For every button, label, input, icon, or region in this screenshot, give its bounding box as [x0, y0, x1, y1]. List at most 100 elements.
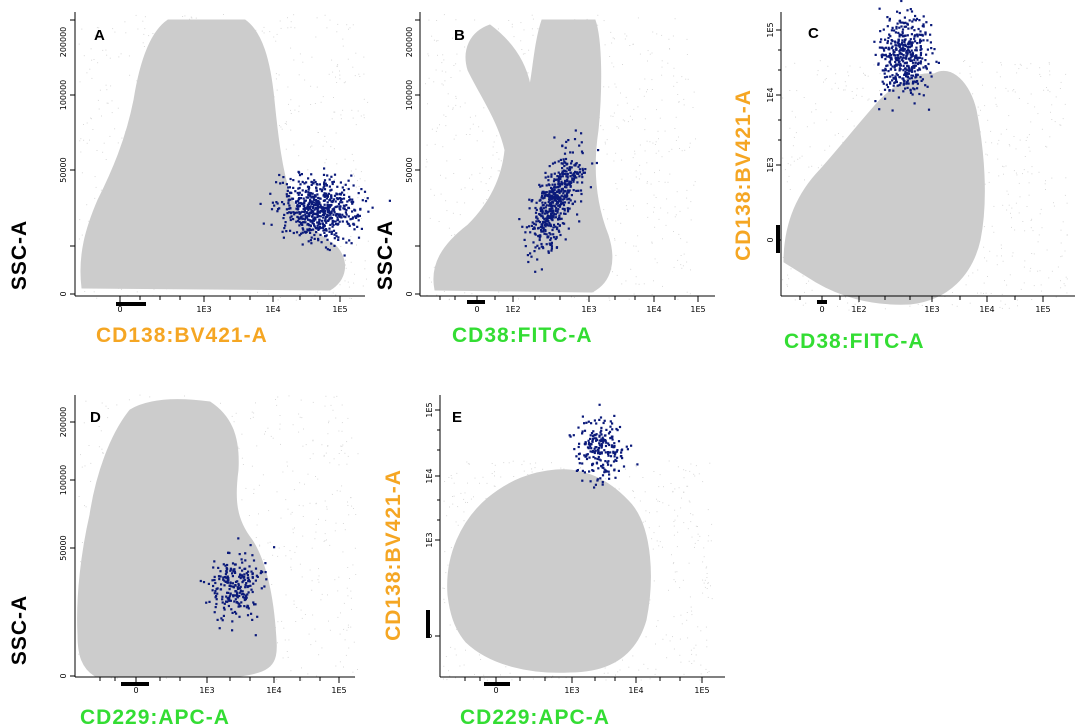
gated-event-dot — [356, 225, 359, 228]
gray-event-dot — [102, 49, 104, 51]
gray-event-dot — [703, 556, 705, 558]
gated-event-dot — [336, 216, 339, 219]
gray-event-dot — [804, 179, 805, 181]
gated-event-dot — [213, 560, 216, 563]
gray-event-dot — [556, 101, 558, 103]
gray-event-dot — [608, 572, 610, 574]
gray-event-dot — [615, 152, 617, 154]
gray-event-dot — [1060, 256, 1062, 258]
gray-event-dot — [1029, 270, 1031, 272]
gray-event-dot — [511, 96, 513, 98]
gray-event-dot — [641, 623, 642, 625]
gray-event-dot — [679, 148, 680, 149]
gray-event-dot — [477, 582, 479, 584]
gated-event-dot — [563, 222, 566, 225]
gray-event-dot — [635, 170, 637, 172]
gated-event-dot — [273, 546, 276, 549]
gray-event-dot — [185, 556, 186, 558]
gray-event-dot — [585, 36, 587, 38]
y-tick-label-200000-a: 200000 — [59, 27, 68, 58]
gated-event-dot — [569, 185, 572, 188]
gray-event-dot — [350, 236, 352, 237]
gray-event-dot — [293, 193, 295, 195]
gray-event-dot — [991, 142, 993, 144]
gray-event-dot — [588, 110, 590, 112]
gray-event-dot — [105, 592, 107, 594]
gray-event-dot — [144, 599, 146, 601]
gray-event-dot — [581, 145, 583, 147]
gray-event-dot — [993, 205, 995, 207]
gray-event-dot — [339, 78, 341, 80]
gated-event-dot — [898, 35, 901, 38]
gray-event-dot — [321, 647, 323, 649]
gray-event-dot — [481, 92, 483, 94]
gray-event-dot — [568, 160, 570, 162]
gray-event-dot — [430, 188, 432, 190]
gray-event-dot — [930, 179, 932, 180]
gray-event-dot — [219, 540, 221, 542]
gray-event-dot — [782, 97, 784, 99]
gray-event-dot — [838, 133, 839, 134]
gray-event-dot — [859, 66, 861, 68]
gray-event-dot — [941, 90, 943, 91]
gated-event-dot — [893, 40, 897, 43]
gray-event-dot — [325, 254, 327, 256]
gated-event-dot — [335, 232, 338, 235]
gated-event-dot — [323, 219, 326, 222]
gray-event-dot — [898, 112, 899, 113]
gated-event-dot — [887, 46, 890, 49]
gray-event-dot — [668, 589, 669, 591]
gated-event-dot — [313, 204, 316, 207]
gray-event-dot — [135, 190, 137, 192]
gated-event-dot — [560, 189, 563, 193]
gray-event-dot — [946, 204, 948, 206]
gray-event-dot — [879, 177, 880, 179]
gated-event-dot — [566, 207, 569, 210]
gated-event-dot — [911, 51, 914, 54]
gray-event-dot — [160, 240, 162, 242]
gated-event-dot — [566, 176, 569, 179]
gray-event-dot — [180, 89, 182, 91]
gray-event-dot — [221, 648, 223, 650]
gated-event-dot — [911, 74, 915, 77]
gated-event-dot — [882, 28, 885, 31]
gray-event-dot — [801, 155, 803, 157]
gray-event-dot — [195, 195, 197, 197]
gray-event-dot — [472, 188, 474, 190]
gray-event-dot — [90, 480, 92, 482]
gated-event-dot — [347, 206, 350, 210]
gray-event-dot — [142, 42, 144, 44]
gray-event-dot — [834, 282, 836, 283]
gray-event-dot — [823, 164, 825, 166]
gray-event-dot — [350, 497, 352, 499]
gated-event-dot — [289, 177, 292, 181]
gated-event-dot — [546, 219, 549, 222]
gray-event-dot — [224, 624, 226, 626]
gated-event-dot — [580, 150, 584, 153]
gated-event-dot — [885, 83, 888, 86]
gray-event-dot — [569, 179, 571, 181]
gated-event-dot — [560, 188, 563, 191]
gray-event-dot — [626, 208, 628, 210]
gray-event-dot — [633, 245, 635, 247]
gated-event-dot — [335, 192, 338, 195]
gray-event-dot — [887, 163, 889, 165]
gray-event-dot — [154, 611, 156, 613]
gated-event-dot — [222, 614, 225, 617]
gray-event-dot — [586, 244, 588, 245]
gray-event-dot — [625, 205, 627, 207]
gated-event-dot — [306, 196, 309, 199]
gated-event-dot — [552, 189, 555, 192]
gray-event-dot — [208, 215, 210, 217]
gated-event-dot — [571, 178, 574, 181]
gray-event-dot — [1046, 87, 1047, 88]
gray-event-dot — [225, 435, 227, 437]
gated-event-dot — [560, 194, 563, 197]
gray-event-dot — [862, 289, 864, 290]
gray-event-dot — [996, 71, 998, 73]
gray-event-dot — [89, 68, 91, 70]
gray-event-dot — [455, 63, 457, 65]
gray-event-dot — [680, 507, 682, 509]
gray-event-dot — [138, 511, 140, 512]
gated-event-dot — [544, 225, 547, 228]
